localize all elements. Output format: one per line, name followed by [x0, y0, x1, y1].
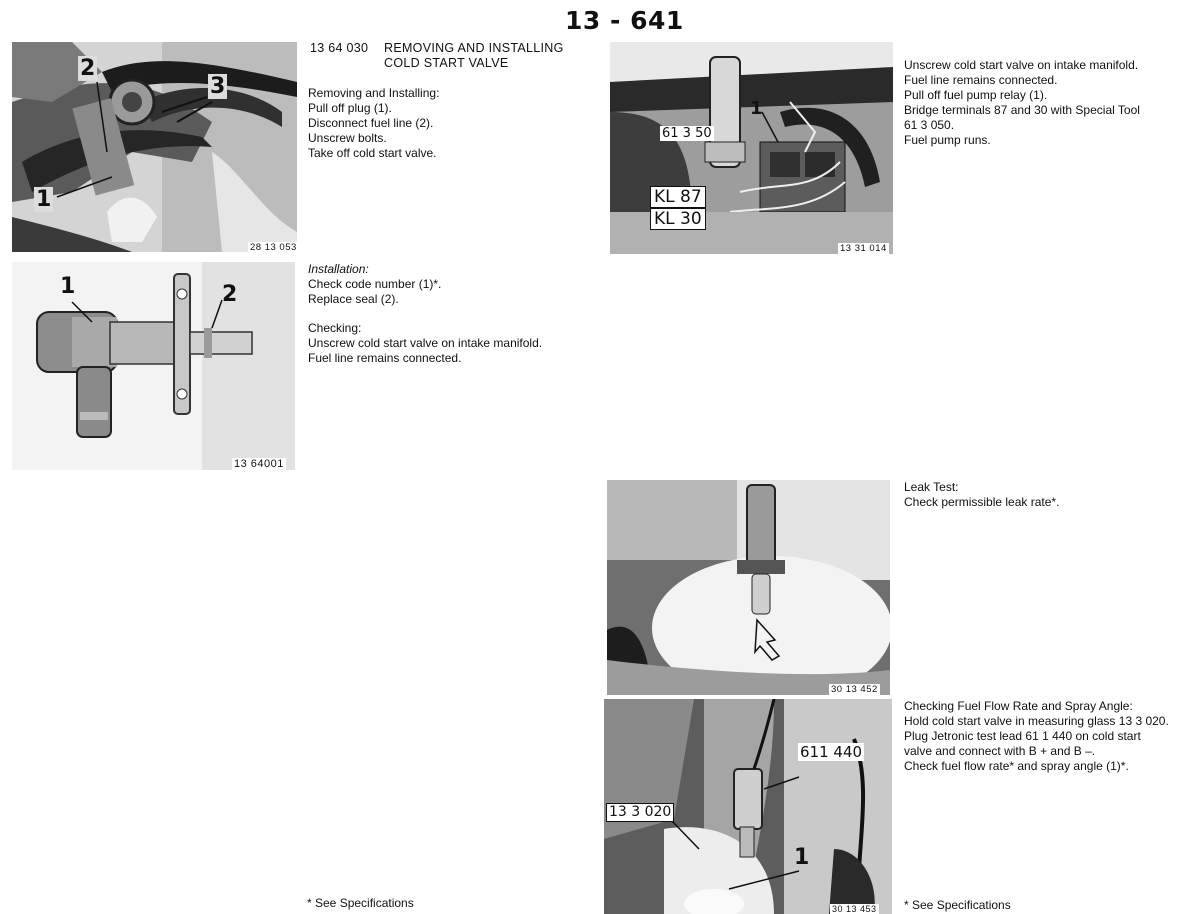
- section-code: 13 64 030: [310, 41, 369, 55]
- footnote-left: * See Specifications: [307, 896, 414, 910]
- figure-cold-start-valve-detail: 1 2: [12, 262, 295, 470]
- leak-test-graphic: [607, 480, 890, 695]
- fig1-label-1: 1: [34, 187, 54, 212]
- fig4-code: 30 13 452: [829, 684, 880, 695]
- relay-instructions: Unscrew cold start valve on intake manif…: [904, 58, 1140, 148]
- fig1-code: 28 13 053: [248, 242, 299, 253]
- removing-line: Unscrew bolts.: [308, 131, 387, 145]
- fig5-glass-label: 13 3 020: [606, 803, 675, 822]
- relay-line: Pull off fuel pump relay (1).: [904, 88, 1048, 102]
- fig5-lead-label: 611 440: [798, 743, 865, 761]
- figure-fuel-pump-relay: 1 61 3 50 KL 87 KL 30: [610, 42, 893, 254]
- removing-line: Disconnect fuel line (2).: [308, 116, 434, 130]
- figure-flow-rate-test: 611 440 13 3 020 1: [604, 699, 892, 914]
- installation-instructions: Installation: Check code number (1)*. Re…: [308, 262, 542, 366]
- checking-line: Fuel line remains connected.: [308, 351, 462, 365]
- leak-test-heading: Leak Test:: [904, 480, 959, 494]
- fig2-label-1: 1: [60, 274, 76, 299]
- checking-line: Unscrew cold start valve on intake manif…: [308, 336, 543, 350]
- fig3-kl87-label: KL 87: [650, 186, 706, 208]
- flow-rate-line: Plug Jetronic test lead 61 1 440 on cold…: [904, 729, 1141, 743]
- relay-line: Fuel line remains connected.: [904, 73, 1058, 87]
- fig5-label-1: 1: [794, 845, 810, 870]
- relay-line: Unscrew cold start valve on intake manif…: [904, 58, 1139, 72]
- relay-line: Bridge terminals 87 and 30 with Special …: [904, 103, 1140, 117]
- removing-instructions: Removing and Installing: Pull off plug (…: [308, 86, 439, 161]
- flow-rate-instructions: Checking Fuel Flow Rate and Spray Angle:…: [904, 699, 1169, 774]
- engine-photo-graphic: [12, 42, 297, 252]
- figure-cold-start-valve-mounted: 2 3 1: [12, 42, 297, 252]
- checking-heading: Checking:: [308, 321, 362, 335]
- installation-line: Replace seal (2).: [308, 292, 399, 306]
- relay-line: Fuel pump runs.: [904, 133, 991, 147]
- fig3-label-1: 1: [750, 98, 763, 119]
- figure-leak-test: [607, 480, 890, 695]
- fig1-label-2: 2: [78, 56, 98, 81]
- leak-test-instructions: Leak Test: Check permissible leak rate*.: [904, 480, 1059, 510]
- flow-rate-line: Hold cold start valve in measuring glass…: [904, 714, 1169, 728]
- removing-line: Pull off plug (1).: [308, 101, 392, 115]
- page-number: 13 - 641: [565, 6, 684, 35]
- section-heading: 13 64 030 REMOVING AND INSTALLING COLD S…: [310, 41, 564, 71]
- fig3-tool-label: 61 3 50: [660, 126, 714, 141]
- removing-heading: Removing and Installing:: [308, 86, 440, 100]
- fig3-code: 13 31 014: [838, 243, 889, 254]
- fig2-code: 13 64001: [232, 458, 286, 470]
- fig1-label-3: 3: [208, 74, 228, 99]
- relay-line: 61 3 050.: [904, 118, 955, 132]
- flow-rate-line: Check fuel flow rate* and spray angle (1…: [904, 759, 1129, 773]
- installation-line: Check code number (1)*.: [308, 277, 442, 291]
- flow-rate-heading: Checking Fuel Flow Rate and Spray Angle:: [904, 699, 1133, 713]
- footnote-right: * See Specifications: [904, 898, 1011, 912]
- installation-heading: Installation:: [308, 262, 369, 276]
- leak-test-line: Check permissible leak rate*.: [904, 495, 1060, 509]
- section-title-line2: COLD START VALVE: [384, 56, 509, 70]
- flow-rate-line: valve and connect with B + and B –.: [904, 744, 1096, 758]
- valve-detail-graphic: [12, 262, 295, 470]
- fig5-code: 30 13 453: [830, 904, 879, 914]
- removing-line: Take off cold start valve.: [308, 146, 437, 160]
- fig3-kl30-label: KL 30: [650, 208, 706, 230]
- fig2-label-2: 2: [222, 282, 238, 307]
- section-title-line1: REMOVING AND INSTALLING: [384, 41, 564, 55]
